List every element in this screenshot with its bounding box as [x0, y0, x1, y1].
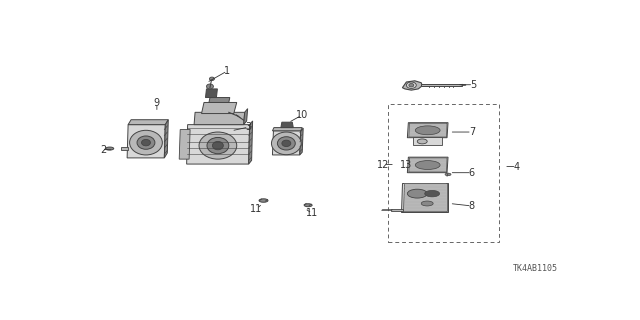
Ellipse shape	[259, 199, 268, 202]
Text: 4: 4	[513, 162, 520, 172]
Polygon shape	[249, 121, 253, 164]
Ellipse shape	[199, 132, 237, 159]
Ellipse shape	[137, 136, 155, 149]
Polygon shape	[392, 209, 403, 211]
Polygon shape	[164, 120, 168, 158]
Ellipse shape	[282, 140, 291, 147]
Text: 10: 10	[296, 110, 308, 120]
Ellipse shape	[106, 147, 114, 150]
Polygon shape	[194, 112, 244, 124]
Polygon shape	[421, 84, 462, 86]
Bar	[388, 104, 499, 242]
Polygon shape	[462, 84, 466, 86]
Ellipse shape	[277, 137, 295, 150]
Polygon shape	[403, 81, 422, 90]
Ellipse shape	[415, 161, 440, 170]
Polygon shape	[409, 158, 447, 172]
Ellipse shape	[212, 141, 223, 150]
Polygon shape	[179, 130, 190, 159]
Polygon shape	[205, 89, 218, 98]
Ellipse shape	[409, 84, 414, 87]
Ellipse shape	[421, 201, 433, 206]
Text: 12: 12	[378, 160, 390, 170]
Text: 7: 7	[468, 127, 475, 137]
Polygon shape	[202, 102, 237, 114]
Text: 6: 6	[468, 168, 475, 178]
Text: 13: 13	[400, 160, 413, 170]
Polygon shape	[409, 124, 447, 137]
Text: 1: 1	[224, 66, 230, 76]
Ellipse shape	[271, 132, 301, 155]
Polygon shape	[408, 123, 448, 138]
Polygon shape	[209, 98, 230, 102]
Text: 11: 11	[306, 208, 318, 218]
Polygon shape	[413, 138, 442, 145]
Ellipse shape	[445, 173, 451, 176]
Ellipse shape	[130, 130, 163, 155]
Ellipse shape	[304, 204, 312, 207]
Text: 8: 8	[468, 201, 475, 211]
Ellipse shape	[414, 164, 420, 166]
Ellipse shape	[415, 126, 440, 135]
Ellipse shape	[207, 138, 229, 154]
Polygon shape	[187, 124, 250, 164]
Text: 9: 9	[154, 98, 160, 108]
Polygon shape	[408, 157, 448, 173]
Text: 11: 11	[250, 204, 262, 214]
Polygon shape	[281, 122, 293, 128]
Ellipse shape	[207, 84, 213, 89]
Polygon shape	[273, 128, 302, 131]
Ellipse shape	[417, 139, 428, 144]
Text: 3: 3	[246, 122, 252, 132]
Polygon shape	[401, 182, 448, 212]
Ellipse shape	[408, 189, 428, 198]
Polygon shape	[300, 128, 303, 155]
Text: TK4AB1105: TK4AB1105	[513, 264, 558, 273]
Text: 2: 2	[100, 145, 107, 155]
Ellipse shape	[425, 190, 440, 197]
Ellipse shape	[141, 140, 150, 146]
Text: 5: 5	[470, 80, 476, 90]
Polygon shape	[127, 124, 165, 158]
Ellipse shape	[412, 163, 423, 167]
Polygon shape	[273, 131, 301, 155]
Polygon shape	[244, 108, 248, 124]
Polygon shape	[128, 120, 168, 124]
Ellipse shape	[406, 82, 416, 88]
Polygon shape	[403, 183, 447, 212]
Polygon shape	[121, 147, 128, 150]
Ellipse shape	[209, 77, 214, 81]
